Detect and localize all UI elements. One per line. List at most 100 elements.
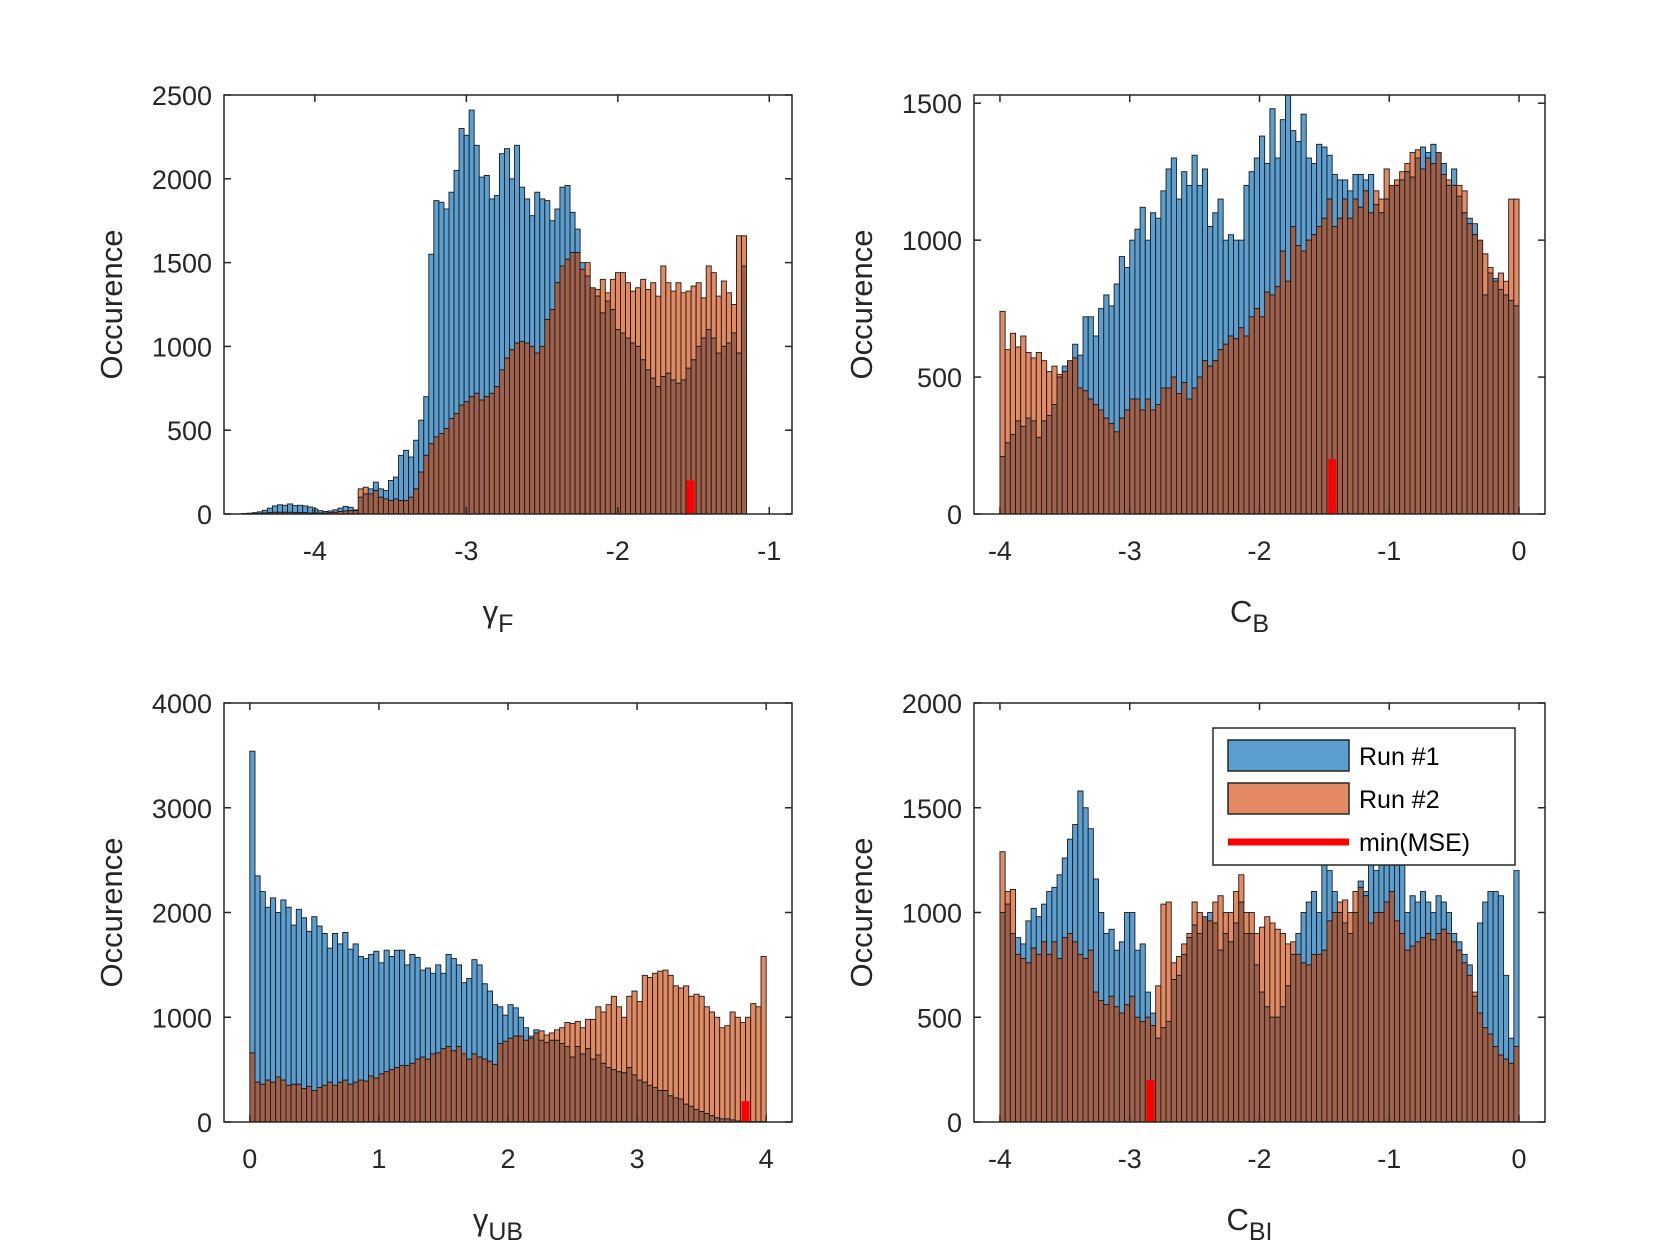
bar — [307, 506, 314, 514]
bar — [585, 1048, 592, 1123]
bar — [999, 310, 1006, 457]
bar — [1456, 941, 1463, 951]
y-axis-label: Occurence — [844, 838, 879, 988]
bar — [1186, 184, 1193, 400]
bar — [1196, 376, 1203, 515]
bar — [1290, 130, 1297, 227]
bar — [393, 498, 399, 515]
bar — [715, 352, 722, 515]
bar — [492, 1004, 499, 1065]
bar — [1098, 308, 1105, 411]
bar — [295, 908, 302, 1085]
bar — [1274, 286, 1281, 515]
bar — [614, 329, 621, 515]
legend-label-marker: min(MSE) — [1359, 829, 1470, 857]
bar — [1207, 920, 1214, 1123]
bar — [1497, 895, 1504, 1056]
bar — [1118, 256, 1125, 419]
bar — [473, 144, 480, 394]
bar — [1373, 912, 1380, 1123]
bar — [1160, 387, 1167, 515]
bar — [287, 503, 294, 513]
bar — [1336, 901, 1344, 913]
bar — [1368, 212, 1375, 515]
bar — [1020, 425, 1027, 515]
bar — [683, 1103, 690, 1123]
bar — [1201, 916, 1209, 1123]
bar — [1082, 958, 1089, 1123]
bar — [1331, 891, 1338, 913]
bar — [342, 931, 349, 1081]
bar — [1487, 267, 1494, 274]
bar — [1092, 878, 1100, 993]
x-tick-label: -2 — [1247, 536, 1271, 566]
bar — [1477, 239, 1484, 515]
bar — [1103, 933, 1110, 1006]
bar — [755, 1006, 762, 1123]
bar — [1108, 305, 1115, 425]
bar — [1430, 163, 1437, 515]
bar — [1144, 991, 1151, 1018]
bar — [270, 897, 277, 1083]
bar — [1290, 941, 1297, 955]
bar — [1264, 291, 1271, 515]
bar — [1503, 974, 1510, 1060]
bar — [453, 412, 460, 515]
bar — [564, 258, 571, 515]
bar — [486, 1060, 493, 1123]
bar — [714, 1016, 721, 1119]
bar — [1009, 889, 1016, 934]
bar — [519, 340, 526, 515]
bar — [1456, 195, 1463, 515]
bar — [554, 1029, 561, 1041]
bar — [1300, 912, 1307, 964]
bar — [1253, 933, 1260, 966]
bar — [655, 386, 662, 515]
bar — [1445, 179, 1453, 186]
x-tick-label: -2 — [606, 536, 630, 566]
bar — [1342, 198, 1349, 515]
bar — [1072, 343, 1079, 359]
bar — [700, 337, 707, 515]
bar — [1041, 360, 1048, 422]
bar — [1274, 928, 1281, 1018]
bar — [1129, 398, 1136, 515]
bar — [1290, 226, 1297, 515]
x-axis-label: CB — [1230, 594, 1269, 638]
bar — [1144, 239, 1151, 400]
bar — [677, 987, 685, 1100]
bar — [708, 1011, 715, 1117]
bar — [1030, 907, 1037, 949]
bar — [604, 300, 611, 515]
bar — [645, 288, 652, 371]
bar — [1259, 316, 1266, 515]
bar — [610, 995, 617, 1071]
bar — [377, 488, 384, 498]
x-tick-label: -3 — [454, 536, 478, 566]
bar — [1030, 357, 1037, 422]
y-tick-label: 500 — [167, 416, 212, 446]
bar — [382, 498, 389, 515]
bar — [1342, 922, 1349, 1123]
bar — [672, 985, 679, 1099]
x-tick-label: -1 — [1377, 1144, 1401, 1174]
bar — [1072, 941, 1079, 1123]
bar — [665, 282, 672, 374]
min-mse-marker — [686, 480, 695, 514]
bar — [1238, 874, 1245, 903]
bar — [1217, 349, 1224, 515]
bar — [554, 282, 561, 515]
bar — [1170, 979, 1177, 1123]
bar — [1445, 933, 1453, 1123]
bar — [1061, 857, 1068, 939]
bar — [1092, 335, 1100, 405]
bar — [1471, 991, 1478, 997]
bar — [476, 1056, 483, 1123]
bar — [352, 943, 359, 1083]
bar — [1217, 198, 1224, 351]
bar — [736, 235, 742, 354]
bar — [698, 1111, 705, 1123]
bar — [688, 1105, 695, 1123]
bar — [549, 220, 556, 310]
bar — [1326, 870, 1333, 922]
